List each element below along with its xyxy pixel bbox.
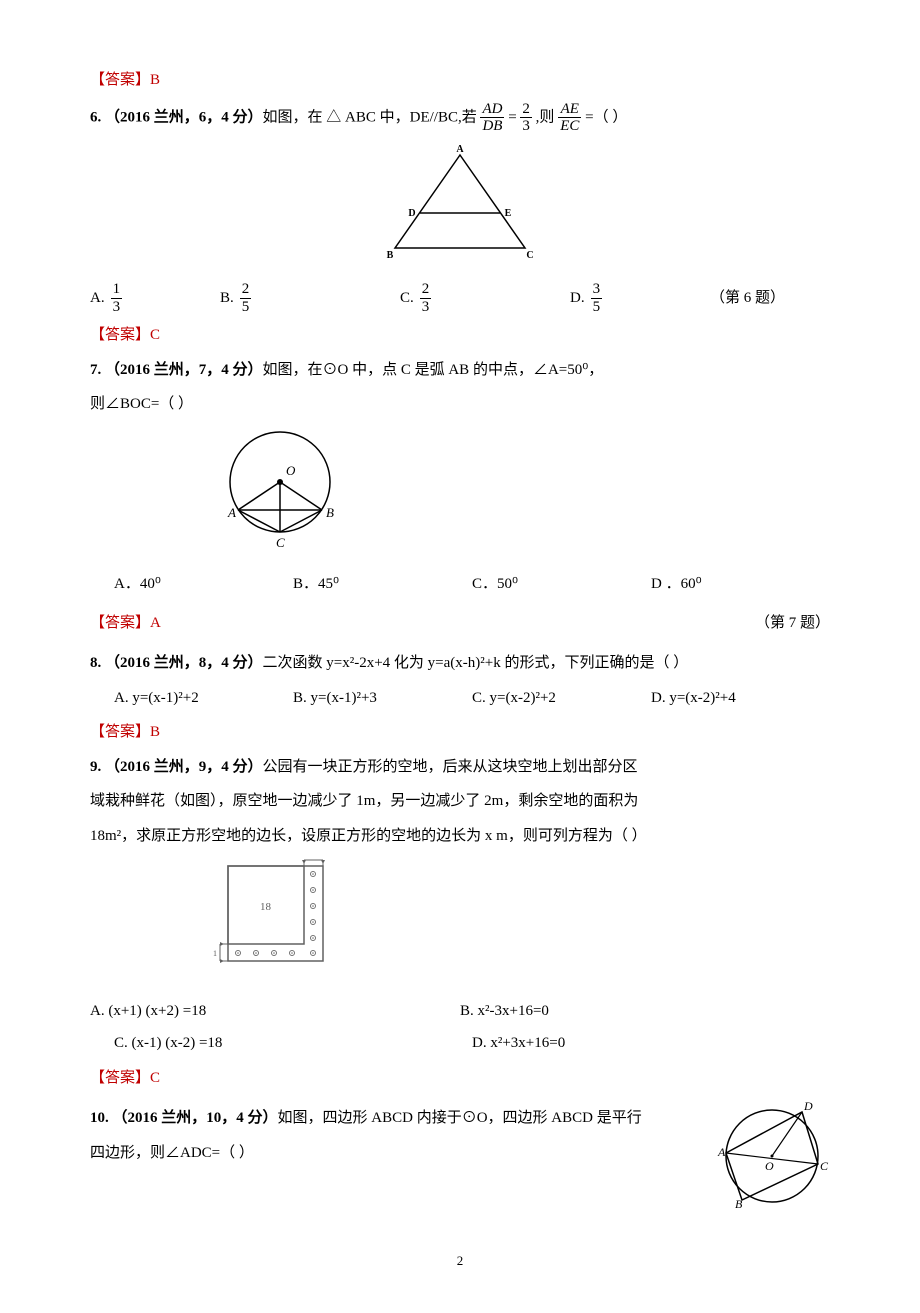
q7-figure: O A B C xyxy=(210,427,830,563)
q9-text1: 公园有一块正方形的空地，后来从这块空地上划出部分区 xyxy=(263,759,638,775)
q6-opt-a-label: A. xyxy=(90,284,105,313)
q7-answer: 【答案】A xyxy=(90,609,161,638)
svg-text:18: 18 xyxy=(260,901,272,913)
q10-num: 10. xyxy=(90,1110,113,1126)
q7-text: 如图，在⊙O 中，点 C 是弧 AB 的中点，∠A=50⁰， xyxy=(263,362,604,378)
q7-stem2: 则∠BOC=（ ） xyxy=(90,390,830,419)
q7-num: 7. xyxy=(90,362,105,378)
svg-text:O: O xyxy=(765,1159,774,1173)
q6-answer: 【答案】C xyxy=(90,321,830,350)
q9-answer: 【答案】C xyxy=(90,1064,830,1093)
q9-l2: 域栽种鲜花（如图），原空地一边减少了 1m，另一边减少了 2m，剩余空地的面积为 xyxy=(90,787,830,816)
svg-text:A: A xyxy=(227,505,236,520)
svg-text:1: 1 xyxy=(213,949,217,958)
q6-options: A. 13 B. 25 C. 23 D. 35 （第 6 题） xyxy=(90,281,830,315)
svg-text:C: C xyxy=(526,250,533,261)
q6-opt-d-label: D. xyxy=(570,284,585,313)
svg-text:B: B xyxy=(387,250,394,261)
q6-opt-a-frac: 13 xyxy=(111,281,123,315)
q8-opt-d: D. y=(x-2)²+4 xyxy=(651,684,830,713)
q9-figure: 18 2 1 xyxy=(210,858,830,989)
q8-ref: （2016 兰州，8，4 分） xyxy=(105,655,263,671)
svg-text:A: A xyxy=(717,1145,726,1159)
svg-text:D: D xyxy=(803,1099,813,1113)
q8-text: 二次函数 y=x²-2x+4 化为 y=a(x-h)²+k 的形式，下列正确的是… xyxy=(263,655,689,671)
q9-opt-c: C. (x-1) (x-2) =18 xyxy=(114,1029,472,1058)
q6-frac1: ADDB xyxy=(480,101,504,135)
q6-num: 6. xyxy=(90,109,105,125)
q10-l1: 10. （2016 兰州，10，4 分）如图，四边形 ABCD 内接于⊙O，四边… xyxy=(90,1104,698,1133)
q9-opt-d: D. x²+3x+16=0 xyxy=(472,1029,830,1058)
q9-options: A. (x+1) (x+2) =18 B. x²-3x+16=0 C. (x-1… xyxy=(90,997,830,1058)
q6-opt-c-frac: 23 xyxy=(420,281,432,315)
q9-ref: （2016 兰州，9，4 分） xyxy=(105,759,263,775)
q9-l3: 18m²，求原正方形空地的边长，设原正方形的空地的边长为 x m，则可列方程为（… xyxy=(90,822,830,851)
q6-opt-b-frac: 25 xyxy=(240,281,252,315)
q6-eq1: = xyxy=(508,109,520,125)
page-number: 2 xyxy=(90,1249,830,1274)
q8-opt-a: A. y=(x-1)²+2 xyxy=(114,684,293,713)
svg-text:E: E xyxy=(505,208,512,219)
q6-stem: 6. （2016 兰州，6，4 分）如图，在 △ ABC 中，DE//BC,若 … xyxy=(90,101,830,135)
q7-opt-a: A．40⁰ xyxy=(114,570,293,599)
svg-text:B: B xyxy=(735,1197,743,1208)
svg-text:A: A xyxy=(456,144,464,155)
q10-ref: （2016 兰州，10，4 分） xyxy=(113,1110,278,1126)
q6-tail: =（ ） xyxy=(585,109,627,125)
q9-opt-a: A. (x+1) (x+2) =18 xyxy=(90,997,460,1026)
q7-opt-d: D ．60⁰ xyxy=(651,570,830,599)
q10-block: 10. （2016 兰州，10，4 分）如图，四边形 ABCD 内接于⊙O，四边… xyxy=(90,1098,830,1219)
q5-answer: 【答案】B xyxy=(90,66,830,95)
q8-answer: 【答案】B xyxy=(90,718,830,747)
q6-frac2: 23 xyxy=(520,101,532,135)
q7-stem: 7. （2016 兰州，7，4 分）如图，在⊙O 中，点 C 是弧 AB 的中点… xyxy=(90,356,830,385)
q7-opt-b: B．45⁰ xyxy=(293,570,472,599)
svg-text:O: O xyxy=(286,463,296,478)
q6-text-a: 如图，在 △ ABC 中，DE//BC,若 xyxy=(263,109,477,125)
q10-text1: 如图，四边形 ABCD 内接于⊙O，四边形 ABCD 是平行 xyxy=(278,1110,642,1126)
q8-num: 8. xyxy=(90,655,105,671)
q7-answer-row: 【答案】A （第 7 题） xyxy=(90,603,830,644)
q6-opt-d-frac: 35 xyxy=(591,281,603,315)
q8-opt-b: B. y=(x-1)²+3 xyxy=(293,684,472,713)
svg-text:2: 2 xyxy=(310,858,314,860)
q6-opt-c-label: C. xyxy=(400,284,414,313)
q6-ref: （2016 兰州，6，4 分） xyxy=(105,109,263,125)
q8-options: A. y=(x-1)²+2 B. y=(x-1)²+3 C. y=(x-2)²+… xyxy=(90,684,830,713)
svg-text:D: D xyxy=(408,208,415,219)
q7-opt-c: C．50⁰ xyxy=(472,570,651,599)
q9-num: 9. xyxy=(90,759,105,775)
svg-text:C: C xyxy=(820,1159,829,1173)
q9-l1: 9. （2016 兰州，9，4 分）公园有一块正方形的空地，后来从这块空地上划出… xyxy=(90,753,830,782)
q10-figure: A B C D O xyxy=(710,1098,830,1219)
q10-l2: 四边形，则∠ADC=（ ） xyxy=(90,1139,698,1168)
q7-side: （第 7 题） xyxy=(755,609,830,638)
q8-opt-c: C. y=(x-2)²+2 xyxy=(472,684,651,713)
svg-text:C: C xyxy=(276,535,285,550)
q8-stem: 8. （2016 兰州，8，4 分）二次函数 y=x²-2x+4 化为 y=a(… xyxy=(90,649,830,678)
q6-text-b: ,则 xyxy=(536,109,555,125)
q7-ref: （2016 兰州，7，4 分） xyxy=(105,362,263,378)
q6-opt-b-label: B. xyxy=(220,284,234,313)
q6-frac3: AEEC xyxy=(558,101,581,135)
q6-side: （第 6 题） xyxy=(710,284,785,313)
q9-opt-b: B. x²-3x+16=0 xyxy=(460,997,830,1026)
q6-figure: A B C D E xyxy=(90,143,830,274)
svg-text:B: B xyxy=(326,505,334,520)
q7-options: A．40⁰ B．45⁰ C．50⁰ D ．60⁰ xyxy=(90,570,830,599)
